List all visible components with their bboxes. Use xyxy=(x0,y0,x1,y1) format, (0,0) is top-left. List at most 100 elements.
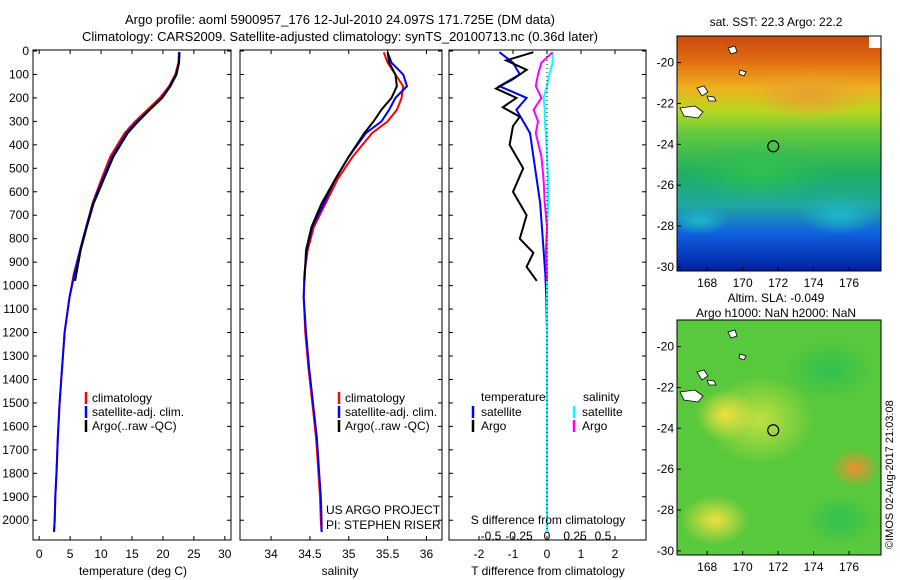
series-line-argo xyxy=(74,52,181,282)
depth-tick-label: 500 xyxy=(9,161,29,175)
map-x-tick-label: 174 xyxy=(804,276,824,290)
sst-warm-patch xyxy=(750,70,870,120)
x-tick-label: 20 xyxy=(156,547,170,561)
t-tick-label: 0 xyxy=(544,547,551,561)
depth-tick-label: 1100 xyxy=(3,302,29,316)
legend-t-satellite-label: satellite xyxy=(481,405,522,419)
x-tick-label: 5 xyxy=(67,547,74,561)
sla-island xyxy=(706,379,717,386)
depth-tick-label: 900 xyxy=(9,255,29,269)
difference-series xyxy=(493,51,554,532)
x-tick-label: 35 xyxy=(342,547,356,561)
map-x-tick-label: 170 xyxy=(733,560,753,574)
t-tick-label: 2 xyxy=(612,547,619,561)
sla-island xyxy=(696,369,709,381)
legend-salinity-header: salinity xyxy=(583,390,620,404)
series-line-t-argo xyxy=(493,51,538,282)
depth-tick-label: 300 xyxy=(9,114,29,128)
t-tick-label: -2 xyxy=(474,547,485,561)
sla-yellow-patch xyxy=(680,495,750,545)
figure-title-line1: Argo profile: aoml 5900957_176 12-Jul-20… xyxy=(125,12,555,27)
x-tick-label: 15 xyxy=(125,547,139,561)
legend-s-argo-label: Argo xyxy=(582,419,608,433)
map-y-tick-label: -20 xyxy=(657,340,675,354)
sla-island xyxy=(738,353,747,361)
legend-satellite-label: satellite-adj. clim. xyxy=(345,405,437,419)
legend-argo-label: Argo(..raw -QC) xyxy=(92,419,177,433)
map-y-tick-label: -24 xyxy=(657,421,675,435)
map-y-tick-label: -28 xyxy=(657,219,675,233)
x-tick-label: 0 xyxy=(36,547,43,561)
sla-map-frame xyxy=(676,319,882,556)
sst-island xyxy=(679,105,704,119)
legend-argo-label: Argo(..raw -QC) xyxy=(345,419,430,433)
sla-island xyxy=(679,389,704,403)
sla-map-title-line1: Altim. SLA: -0.049 xyxy=(728,291,825,305)
legend-satellite-label: satellite-adj. clim. xyxy=(92,405,184,419)
legend-climatology-label: climatology xyxy=(345,391,405,405)
sst-island xyxy=(706,95,717,102)
map-y-tick-label: -26 xyxy=(657,178,675,192)
temperature-panel-frame xyxy=(32,49,232,541)
temperature-axis-label: temperature (deg C) xyxy=(79,564,187,578)
imos-credit: ©IMOS 02-Aug-2017 21:03:08 xyxy=(884,400,896,549)
x-tick-label: 34 xyxy=(264,547,278,561)
depth-tick-label: 600 xyxy=(9,185,29,199)
x-tick-label: 36 xyxy=(420,547,434,561)
depth-tick-label: 1900 xyxy=(2,490,29,504)
depth-tick-label: 2000 xyxy=(2,513,29,527)
sst-island xyxy=(738,69,747,77)
map-y-tick-label: -22 xyxy=(657,380,675,394)
sst-map-title: sat. SST: 22.3 Argo: 22.2 xyxy=(710,15,843,29)
map-x-tick-label: 176 xyxy=(839,560,859,574)
map-y-tick-label: -26 xyxy=(657,462,675,476)
temperature-x-axis: 0 5 10 15 20 25 30 xyxy=(36,50,232,561)
project-name: US ARGO PROJECT xyxy=(326,503,441,517)
s-tick-label: 0.5 xyxy=(595,529,612,543)
sla-orange-patch xyxy=(830,448,880,488)
salinity-legend: climatology satellite-adj. clim. Argo(..… xyxy=(337,391,437,433)
sst-green-patch xyxy=(690,140,830,200)
t-tick-label: -1 xyxy=(508,547,519,561)
temperature-series xyxy=(53,52,181,533)
map-y-tick-label: -22 xyxy=(657,96,675,110)
map-y-tick-label: -28 xyxy=(657,503,675,517)
depth-tick-label: 1200 xyxy=(2,326,29,340)
depth-tick-label: 700 xyxy=(9,208,29,222)
legend-temperature-header: temperature xyxy=(481,390,546,404)
s-tick-label: -0.25 xyxy=(505,529,533,543)
depth-tick-label: 200 xyxy=(9,91,29,105)
legend-climatology-label: climatology xyxy=(92,391,152,405)
map-x-tick-label: 172 xyxy=(768,560,788,574)
sla-map xyxy=(677,320,881,555)
s-difference-axis-label: S difference from climatology xyxy=(471,513,626,527)
salinity-x-axis: 34 34.5 35 35.5 36 xyxy=(264,50,433,561)
sst-nodata-corner xyxy=(869,36,881,48)
x-tick-label: 34.5 xyxy=(298,547,322,561)
x-tick-label: 10 xyxy=(94,547,108,561)
depth-tick-label: 1000 xyxy=(2,279,29,293)
figure-title-line2: Climatology: CARS2009. Satellite-adjuste… xyxy=(82,29,598,44)
sst-island xyxy=(727,45,738,55)
salinity-axis-label: salinity xyxy=(322,564,359,578)
depth-tick-label: 800 xyxy=(9,232,29,246)
s-tick-label: -0.5 xyxy=(481,529,502,543)
salinity-panel-frame xyxy=(239,49,443,541)
map-y-tick-label: -30 xyxy=(657,260,675,274)
depth-tick-label: 1800 xyxy=(2,466,29,480)
series-line-argo xyxy=(303,52,398,281)
map-y-tick-label: -20 xyxy=(657,56,675,70)
sst-island xyxy=(696,85,709,97)
legend-t-argo-label: Argo xyxy=(481,419,507,433)
map-y-tick-label: -24 xyxy=(657,137,675,151)
s-tick-label: 0.25 xyxy=(563,529,587,543)
legend-s-satellite-label: satellite xyxy=(582,405,623,419)
sst-map-axes: 168 170 172 174 176 -20 -22 -24 -26 -28 -30 xyxy=(657,56,860,290)
depth-tick-label: 1600 xyxy=(2,419,29,433)
sla-yellow-patch xyxy=(695,390,755,440)
x-tick-label: 25 xyxy=(187,547,201,561)
map-x-tick-label: 172 xyxy=(768,276,788,290)
t-tick-label: 1 xyxy=(578,547,585,561)
salinity-series xyxy=(302,51,409,533)
